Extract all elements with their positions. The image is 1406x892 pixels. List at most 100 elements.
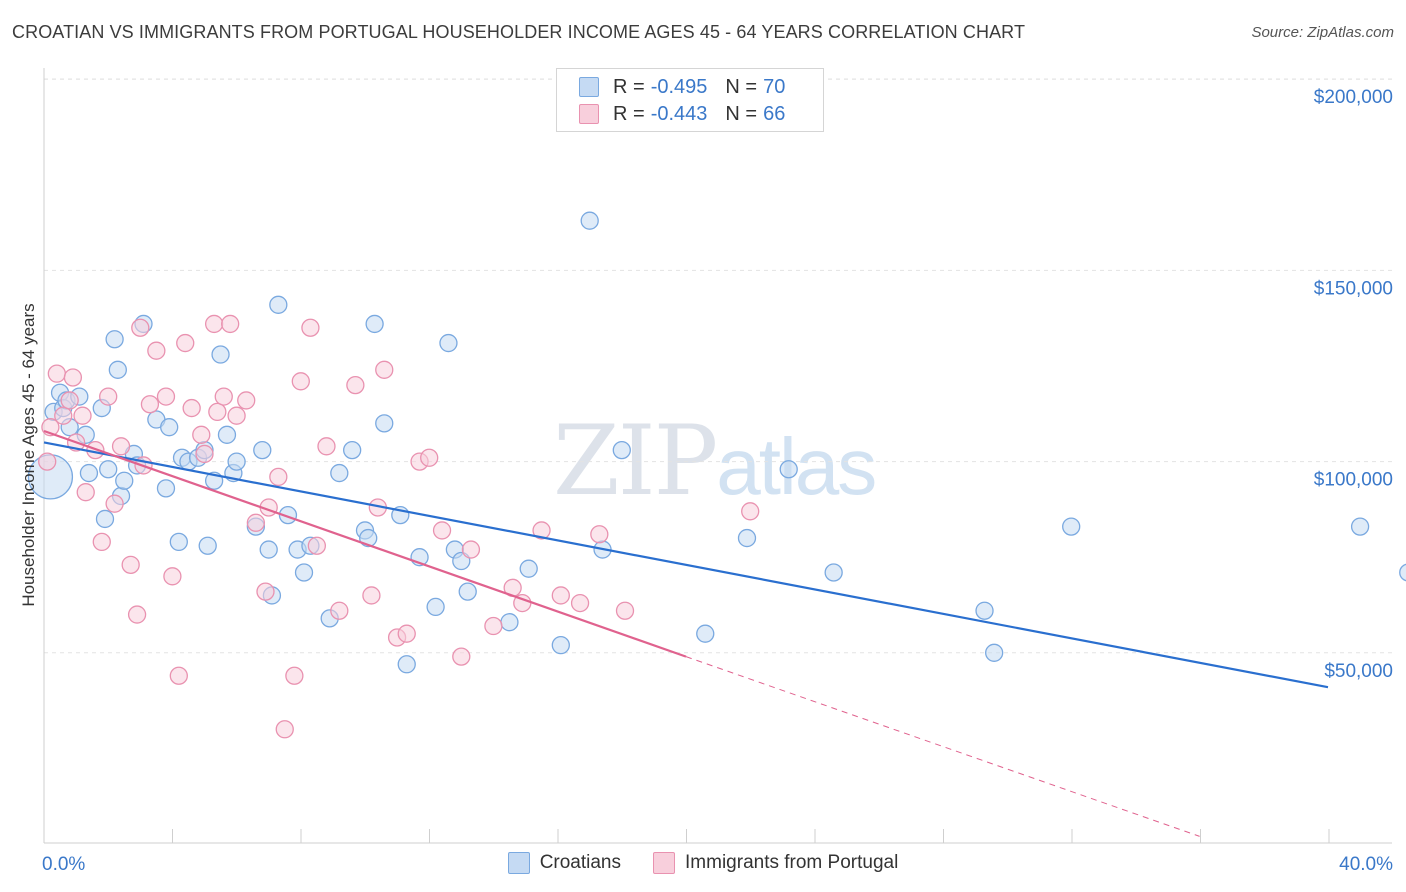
point-croatians <box>1062 517 1081 536</box>
point-croatians <box>160 418 179 437</box>
y-tick-label: $50,000 <box>1324 661 1393 682</box>
point-portugal <box>375 360 394 379</box>
point-croatians <box>108 360 127 379</box>
point-portugal <box>590 525 609 544</box>
point-croatians <box>580 211 599 230</box>
point-croatians <box>375 414 394 433</box>
point-croatians <box>397 655 416 674</box>
data-points <box>27 211 1406 739</box>
legend-r-label: R = <box>613 75 645 98</box>
trend-line-portugal <box>43 429 687 658</box>
point-portugal <box>54 406 73 425</box>
series-swatch-portugal <box>653 852 676 874</box>
point-croatians <box>227 452 246 471</box>
point-portugal <box>127 605 147 624</box>
axes <box>43 68 1392 844</box>
point-portugal <box>38 452 57 471</box>
point-portugal <box>140 395 160 414</box>
point-croatians <box>269 295 288 314</box>
point-portugal <box>208 402 227 422</box>
trend-lines <box>43 429 1329 837</box>
legend-n-value: 70 <box>763 75 786 98</box>
legend-r-value: -0.443 <box>650 102 708 125</box>
point-croatians <box>95 509 115 529</box>
point-croatians <box>426 597 445 617</box>
point-portugal <box>275 720 294 739</box>
point-croatians <box>115 471 134 490</box>
legend-swatch-croatians <box>579 77 599 97</box>
point-portugal <box>182 398 201 418</box>
point-croatians <box>779 460 798 479</box>
point-portugal <box>432 521 452 540</box>
point-portugal <box>47 364 66 383</box>
point-croatians <box>612 440 631 460</box>
point-portugal <box>484 616 503 636</box>
point-croatians <box>156 479 176 498</box>
point-croatians <box>551 636 570 655</box>
point-portugal <box>532 521 551 540</box>
point-portugal <box>362 586 381 605</box>
point-portugal <box>397 624 416 643</box>
point-portugal <box>92 532 111 552</box>
point-portugal <box>285 666 304 685</box>
point-croatians <box>253 440 272 460</box>
point-portugal <box>291 372 310 391</box>
point-portugal <box>156 387 176 406</box>
point-portugal <box>105 494 124 513</box>
point-portugal <box>176 333 195 353</box>
watermark: ZIPatlas <box>553 405 877 517</box>
y-tick-label: $150,000 <box>1314 278 1393 299</box>
series-legend-portugal: Immigrants from Portugal <box>653 852 898 874</box>
point-croatians <box>519 559 538 578</box>
point-portugal <box>76 483 95 502</box>
point-portugal <box>307 536 327 555</box>
point-portugal <box>237 391 256 410</box>
y-axis-label: Householder Income Ages 45 - 64 years <box>19 303 38 606</box>
point-croatians <box>500 613 519 632</box>
point-portugal <box>246 513 266 532</box>
legend-n-label: N = <box>725 75 758 98</box>
point-portugal <box>60 391 79 410</box>
trend-line-croatians <box>43 441 1329 689</box>
point-portugal <box>330 601 349 620</box>
point-portugal <box>192 425 211 444</box>
legend-r-label: R = <box>613 102 645 125</box>
point-portugal <box>204 314 224 334</box>
legend-r-value: -0.495 <box>650 75 708 98</box>
point-portugal <box>420 448 439 467</box>
y-tick-label: $200,000 <box>1314 87 1393 108</box>
point-portugal <box>227 406 246 425</box>
legend-row-croatians: R = -0.495 N = 70 <box>579 75 785 99</box>
series-label-croatians: Croatians <box>539 852 622 873</box>
series-legend-croatians: Croatians <box>507 852 622 874</box>
point-portugal <box>301 318 320 337</box>
point-portugal <box>63 368 83 387</box>
watermark-zip: ZIP <box>553 405 718 517</box>
point-portugal <box>169 666 188 685</box>
trend-line-portugal-extension <box>685 656 1200 837</box>
point-croatians <box>169 532 188 552</box>
x-tick-label-min: 0.0% <box>42 854 85 875</box>
point-portugal <box>317 437 336 456</box>
source-label: Source: ZipAtlas.com <box>1251 24 1394 41</box>
point-croatians <box>79 463 99 483</box>
point-portugal <box>147 341 166 360</box>
point-croatians <box>985 643 1004 662</box>
point-portugal <box>221 314 240 334</box>
legend-n-value: 66 <box>763 102 786 125</box>
point-croatians <box>211 345 230 364</box>
legend-n-label: N = <box>725 102 758 125</box>
grid <box>44 78 1392 654</box>
point-croatians <box>217 425 237 444</box>
point-portugal <box>111 437 131 456</box>
point-croatians <box>439 333 458 353</box>
series-legend: Croatians Immigrants from Portugal <box>0 852 1406 874</box>
point-portugal <box>741 502 760 521</box>
point-croatians <box>824 563 843 582</box>
point-portugal <box>256 582 275 601</box>
point-croatians <box>1399 563 1406 582</box>
x-tick-label-max: 40.0% <box>1339 854 1393 875</box>
point-portugal <box>551 586 570 605</box>
correlation-legend: R = -0.495 N = 70 R = -0.443 N = 66 <box>556 68 824 132</box>
